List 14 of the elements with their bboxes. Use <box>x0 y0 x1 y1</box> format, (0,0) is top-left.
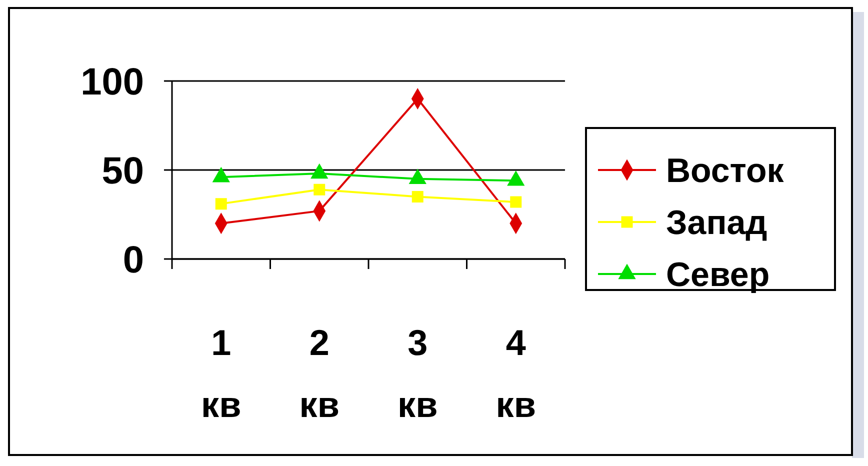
y-tick-label: 100 <box>80 61 144 104</box>
x-tick-label: 1 кв <box>200 321 242 427</box>
y-tick-label: 50 <box>102 150 144 192</box>
legend-label: Север <box>666 256 770 294</box>
x-tick-label: 4 кв <box>494 321 537 427</box>
legend-label: Запад <box>666 204 768 242</box>
point <box>510 196 522 208</box>
point <box>215 198 227 210</box>
y-tick-label: 0 <box>122 239 144 282</box>
legend-label: Восток <box>666 152 785 190</box>
x-tick-label: 2 кв <box>298 321 340 427</box>
point <box>314 184 326 196</box>
point <box>412 190 424 202</box>
x-tick-label: 3 кв <box>396 321 439 427</box>
